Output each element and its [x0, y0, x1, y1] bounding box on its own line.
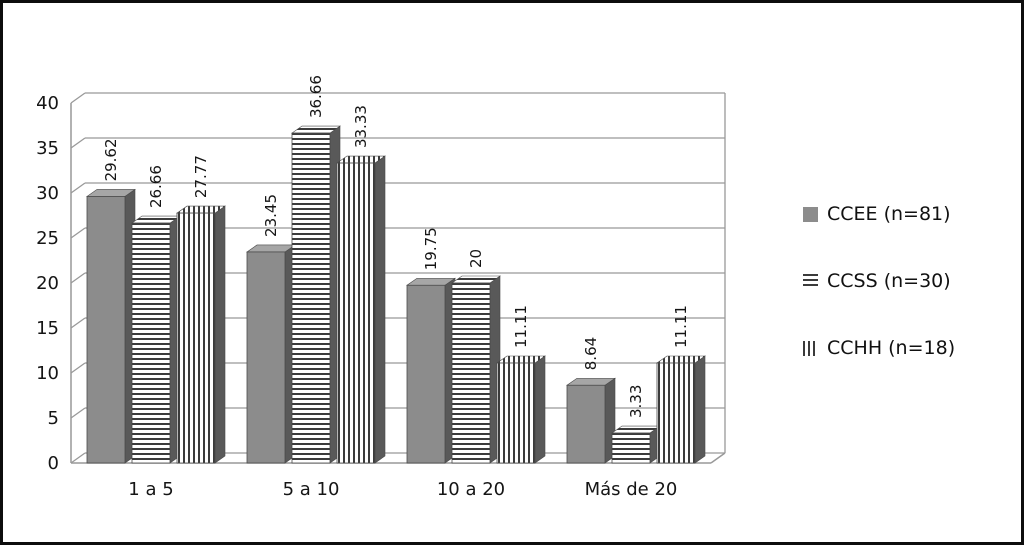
bar-ccee-0: [86, 196, 126, 464]
legend-item-ccss: CCSS (n=30): [803, 270, 955, 292]
gridline-depth-segment: [70, 317, 86, 329]
bar-cchh-1: [336, 162, 376, 464]
bar-side-face: [374, 155, 386, 464]
legend-swatch-ccss-icon: [803, 273, 818, 289]
y-tick-label: 0: [48, 453, 59, 474]
bar-cchh-2: [496, 362, 536, 464]
gridline-depth-segment: [70, 227, 86, 239]
bar-side-face: [534, 355, 546, 464]
bar-value-label: 33.33: [352, 105, 370, 148]
x-axis-depth-segment: [710, 452, 726, 464]
y-tick-label: 10: [36, 363, 59, 384]
x-category-label: 5 a 10: [283, 479, 340, 500]
bar-value-label: 27.77: [192, 155, 210, 198]
y-tick-label: 20: [36, 273, 59, 294]
bar-cchh-0: [176, 212, 216, 464]
gridline-depth-segment: [70, 407, 86, 419]
chart-legend: CCEE (n=81) CCSS (n=30) CCHH (n=18): [803, 203, 955, 359]
legend-item-cchh: CCHH (n=18): [803, 337, 955, 359]
bar-ccee-2: [406, 284, 446, 464]
y-tick-label: 5: [48, 408, 59, 429]
bar-ccee-3: [566, 384, 606, 464]
x-category-label: 1 a 5: [128, 479, 173, 500]
gridline-depth-segment: [70, 92, 86, 104]
bar-ccee-1: [246, 251, 286, 464]
y-tick-label: 30: [36, 183, 59, 204]
x-category-label: Más de 20: [585, 479, 678, 500]
y-tick-label: 35: [36, 138, 59, 159]
x-category-label: 10 a 20: [437, 479, 505, 500]
gridline-depth-segment: [70, 182, 86, 194]
legend-swatch-ccee-icon: [803, 206, 818, 222]
bar-ccss-0: [131, 222, 171, 464]
y-tick-label: 15: [36, 318, 59, 339]
gridline-depth-segment: [70, 272, 86, 284]
bar-side-face: [694, 355, 706, 464]
bar-value-label: 8.64: [582, 337, 600, 370]
legend-label-cchh: CCHH (n=18): [827, 337, 956, 359]
legend-swatch-cchh-icon: [803, 340, 818, 356]
bar-value-label: 29.62: [102, 138, 120, 181]
bar-value-label: 11.11: [672, 305, 690, 348]
bar-value-label: 3.33: [627, 385, 645, 418]
bar-value-label: 23.45: [262, 194, 280, 237]
gridline-depth-segment: [70, 137, 86, 149]
bar-value-label: 36.66: [307, 75, 325, 118]
bar-chart: 0 5 10 15 20 25 30 35 40 1 a 5 5 a 10 10 a 20 Más de…: [36, 75, 726, 500]
bar-ccss-1: [291, 132, 331, 464]
gridline-depth-segment: [70, 362, 86, 374]
bar-cchh-3: [656, 362, 696, 464]
bar-value-label: 11.11: [512, 305, 530, 348]
y-tick-label: 40: [36, 93, 59, 114]
legend-label-ccss: CCSS (n=30): [827, 270, 951, 292]
bar-value-label: 19.75: [422, 227, 440, 270]
legend-label-ccee: CCEE (n=81): [827, 203, 951, 225]
bar-ccss-2: [451, 282, 491, 464]
y-tick-label: 25: [36, 228, 59, 249]
bar-value-label: 20: [467, 249, 485, 268]
bar-side-face: [214, 205, 226, 464]
legend-item-ccee: CCEE (n=81): [803, 203, 955, 225]
bar-value-label: 26.66: [147, 165, 165, 208]
bar-ccss-3: [611, 432, 651, 464]
gridline-depth-segment: [70, 452, 86, 464]
